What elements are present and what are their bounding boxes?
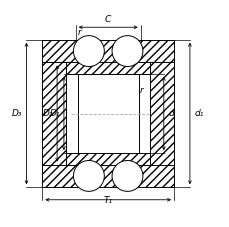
- Text: D₃: D₃: [12, 109, 22, 118]
- Circle shape: [112, 160, 142, 191]
- Circle shape: [73, 36, 104, 67]
- Bar: [77, 74, 138, 153]
- Bar: [42, 62, 66, 165]
- Text: C: C: [105, 15, 111, 24]
- Bar: [42, 165, 173, 187]
- Bar: [66, 74, 150, 153]
- Circle shape: [73, 160, 104, 191]
- Text: D₂: D₂: [42, 109, 53, 118]
- Text: d₁: d₁: [194, 109, 203, 118]
- Text: r: r: [139, 86, 142, 95]
- Text: D₁: D₁: [49, 109, 60, 118]
- Text: d: d: [168, 109, 174, 118]
- Bar: [66, 153, 150, 165]
- Text: T₁: T₁: [103, 196, 112, 205]
- Text: r: r: [78, 28, 81, 37]
- Bar: [150, 62, 173, 165]
- Bar: [42, 40, 173, 62]
- Bar: [66, 62, 150, 74]
- Circle shape: [112, 36, 142, 67]
